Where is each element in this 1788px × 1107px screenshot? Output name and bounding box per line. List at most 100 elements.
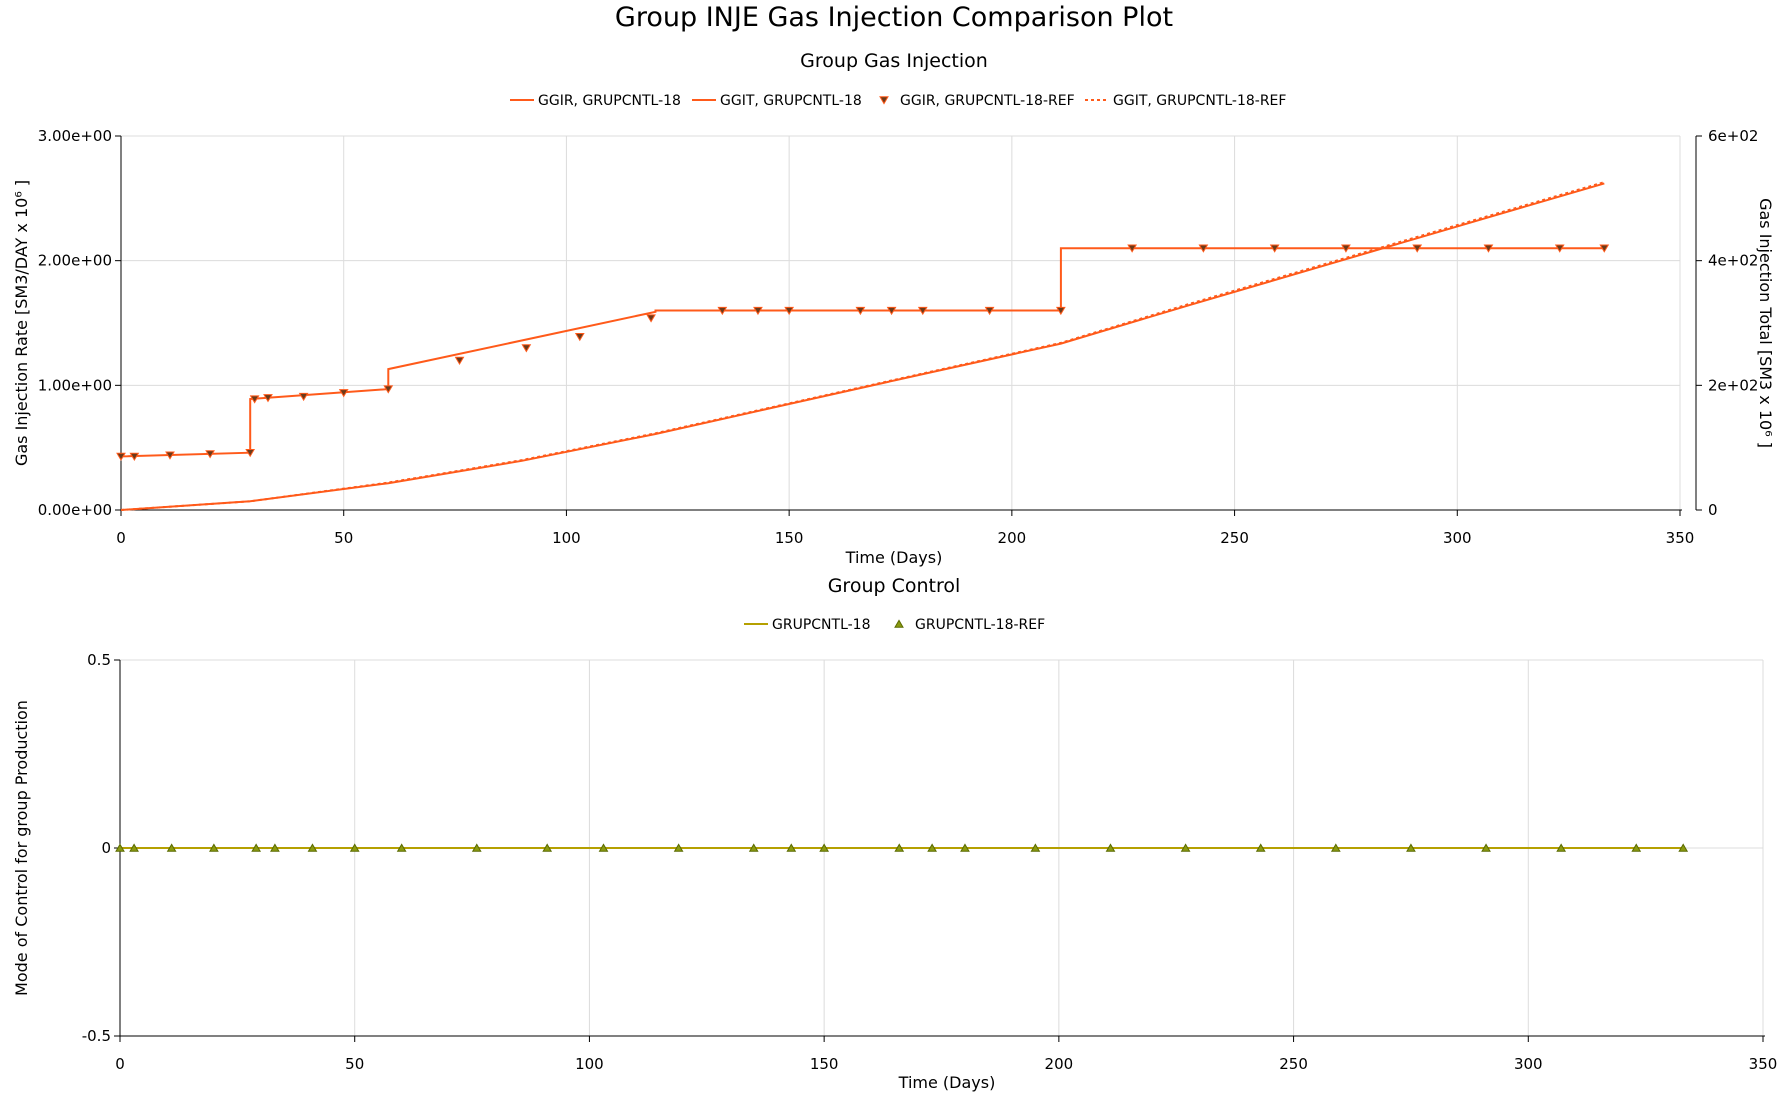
x2-tick-label: 150: [810, 1055, 839, 1073]
marker-ggir-ref: [717, 306, 728, 316]
marker-grupcntl-ref: [115, 843, 125, 852]
x-tick-label: 0: [116, 529, 126, 547]
marker-grupcntl-ref: [598, 843, 609, 852]
marker-grupcntl-ref: [927, 843, 937, 852]
marker-grupcntl-ref: [166, 843, 177, 852]
series-ggir-line: [120, 247, 1605, 458]
marker-grupcntl-ref: [1406, 843, 1416, 852]
marker-ggir-ref: [1483, 244, 1494, 253]
marker-ggir-ref: [1127, 244, 1137, 253]
marker-grupcntl-ref: [542, 843, 553, 852]
marker-ggir-ref: [1554, 244, 1565, 253]
x-tick-label: 100: [552, 529, 581, 547]
marker-ggir-ref: [263, 394, 273, 403]
marker-ggir-ref: [1055, 306, 1066, 316]
marker-ggir-ref: [917, 306, 928, 316]
x2-tick-label: 350: [1749, 1055, 1778, 1073]
marker-ggir-ref: [383, 385, 394, 394]
x2-tick-label: 50: [345, 1055, 364, 1073]
marker-grupcntl-ref: [1330, 843, 1341, 852]
marker-grupcntl-ref: [1678, 843, 1689, 852]
marker-ggir-ref: [249, 395, 260, 404]
marker-grupcntl-ref: [1255, 843, 1266, 852]
x-axis-title: Time (Days): [845, 548, 943, 567]
y2-tick-label: 4e+02: [1708, 252, 1758, 270]
marker-ggir-ref: [984, 306, 995, 316]
y2p-tick-label: -0.5: [82, 1027, 111, 1045]
marker-grupcntl-ref: [349, 843, 360, 852]
marker-ggir-ref: [646, 314, 656, 323]
x2-tick-label: 250: [1279, 1055, 1308, 1073]
chart-1-title: Group Gas Injection: [800, 50, 988, 72]
legend-label-0: GGIR, GRUPCNTL-18: [538, 93, 681, 109]
marker-ggir-ref: [753, 306, 763, 316]
x2-tick-label: 0: [115, 1055, 125, 1073]
marker-grupcntl-ref: [1556, 843, 1567, 852]
legend-label-3: GGIT, GRUPCNTL-18-REF: [1113, 93, 1286, 109]
y-tick-label: 3.00e+00: [38, 127, 112, 145]
marker-grupcntl-ref: [396, 843, 407, 852]
marker-grupcntl-ref: [786, 843, 797, 852]
marker-grupcntl-ref: [819, 843, 830, 852]
x2-tick-label: 200: [1045, 1055, 1074, 1073]
marker-ggir-ref: [165, 451, 175, 460]
legend-label-grupcntl: GRUPCNTL-18: [772, 617, 871, 633]
legend-label-2: GGIR, GRUPCNTL-18-REF: [900, 93, 1075, 109]
marker-ggir-ref: [521, 344, 532, 353]
x-tick-label: 250: [1220, 529, 1249, 547]
marker-ggir-ref: [1198, 244, 1209, 253]
marker-grupcntl-ref: [471, 843, 482, 852]
legend-label-grupcntl-ref: GRUPCNTL-18-REF: [915, 617, 1045, 633]
y2-tick-label: 6e+02: [1708, 127, 1758, 145]
legend-label-1: GGIT, GRUPCNTL-18: [720, 93, 862, 109]
y2p-tick-label: 0.5: [87, 651, 111, 669]
marker-grupcntl-ref: [270, 843, 280, 852]
marker-grupcntl-ref: [251, 843, 262, 852]
x2-tick-label: 100: [575, 1055, 604, 1073]
x-tick-label: 350: [1666, 529, 1695, 547]
marker-ggir-ref: [886, 306, 897, 316]
marker-grupcntl-ref: [1105, 843, 1116, 852]
page-title: Group INJE Gas Injection Comparison Plot: [614, 2, 1174, 33]
marker-ggir-ref: [338, 389, 349, 398]
y2p-axis-title: Mode of Control for group Production: [12, 700, 31, 996]
y2-tick-label: 2e+02: [1708, 376, 1758, 394]
x2-tick-label: 300: [1514, 1055, 1543, 1073]
marker-ggir-ref: [116, 452, 126, 461]
marker-ggir-ref: [784, 306, 795, 316]
x-tick-label: 200: [998, 529, 1027, 547]
marker-ggir-ref: [298, 392, 309, 402]
marker-ggir-ref: [245, 448, 256, 458]
x-tick-label: 150: [775, 529, 804, 547]
marker-ggir-ref: [205, 450, 215, 459]
y-tick-label: 1.00e+00: [38, 376, 112, 394]
x-tick-label: 300: [1443, 529, 1472, 547]
marker-grupcntl-ref: [673, 843, 684, 852]
legend-swatch-grupcntl-ref: [894, 619, 904, 628]
marker-ggir-ref: [1599, 244, 1610, 253]
marker-grupcntl-ref: [960, 843, 970, 852]
legend-swatch-2: [879, 96, 889, 105]
marker-grupcntl-ref: [1180, 843, 1191, 852]
marker-ggir-ref: [1412, 244, 1423, 253]
marker-ggir-ref: [454, 356, 465, 365]
marker-ggir-ref: [574, 333, 585, 342]
marker-grupcntl-ref: [748, 843, 759, 852]
series-ggit-line: [120, 182, 1605, 511]
y2p-tick-label: 0: [101, 839, 111, 857]
marker-ggir-ref: [129, 452, 140, 461]
marker-grupcntl-ref: [1030, 843, 1041, 852]
marker-ggir-ref: [855, 306, 866, 316]
marker-grupcntl-ref: [1481, 843, 1491, 852]
x2-axis-title: Time (Days): [898, 1073, 996, 1092]
marker-ggir-ref: [1269, 244, 1280, 253]
x-tick-label: 50: [334, 529, 353, 547]
marker-grupcntl-ref: [307, 843, 318, 852]
y-axis-title: Gas Injection Rate [SM3/DAY x 10⁶ ]: [12, 180, 31, 466]
marker-ggir-ref: [1341, 244, 1351, 253]
marker-grupcntl-ref: [894, 843, 905, 852]
y2-axis-title: Gas Injection Total [SM3 x 10⁶ ]: [1756, 198, 1775, 448]
chart-2-title: Group Control: [828, 575, 961, 597]
y-tick-label: 0.00e+00: [38, 501, 112, 519]
y-tick-label: 2.00e+00: [38, 252, 112, 270]
